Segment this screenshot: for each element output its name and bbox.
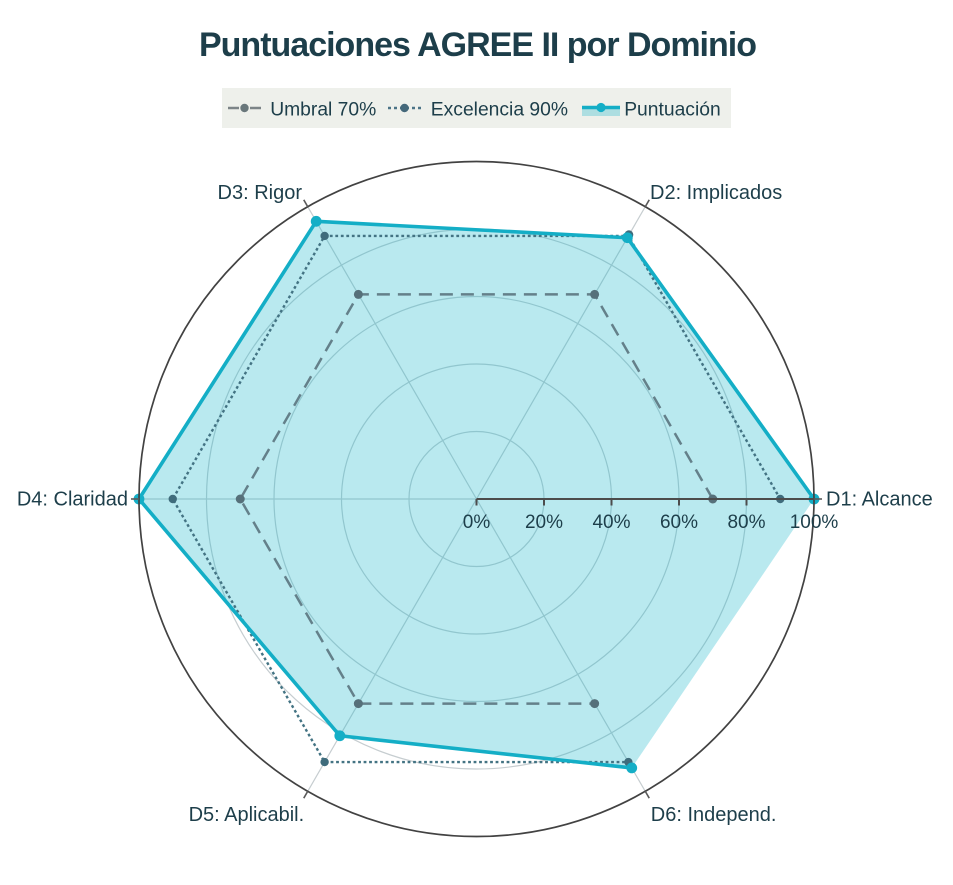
svg-text:Excelencia 90%: Excelencia 90% [431, 100, 568, 121]
svg-text:D6: Independ.: D6: Independ. [651, 804, 777, 826]
svg-text:Puntuaciones AGREE II por Domi: Puntuaciones AGREE II por Dominio [199, 26, 756, 64]
svg-text:0%: 0% [463, 512, 491, 533]
svg-text:60%: 60% [660, 512, 698, 533]
svg-text:D3: Rigor: D3: Rigor [218, 182, 303, 204]
svg-text:D1: Alcance: D1: Alcance [826, 488, 933, 510]
svg-text:Puntuación: Puntuación [624, 100, 720, 121]
svg-text:D4: Claridad: D4: Claridad [17, 488, 128, 510]
svg-text:Umbral 70%: Umbral 70% [270, 100, 376, 121]
svg-text:40%: 40% [592, 512, 630, 533]
svg-text:D2: Implicados: D2: Implicados [650, 182, 782, 204]
svg-text:80%: 80% [727, 512, 765, 533]
svg-text:D5: Aplicabil.: D5: Aplicabil. [189, 804, 305, 826]
svg-text:20%: 20% [525, 512, 563, 533]
svg-text:100%: 100% [790, 512, 839, 533]
